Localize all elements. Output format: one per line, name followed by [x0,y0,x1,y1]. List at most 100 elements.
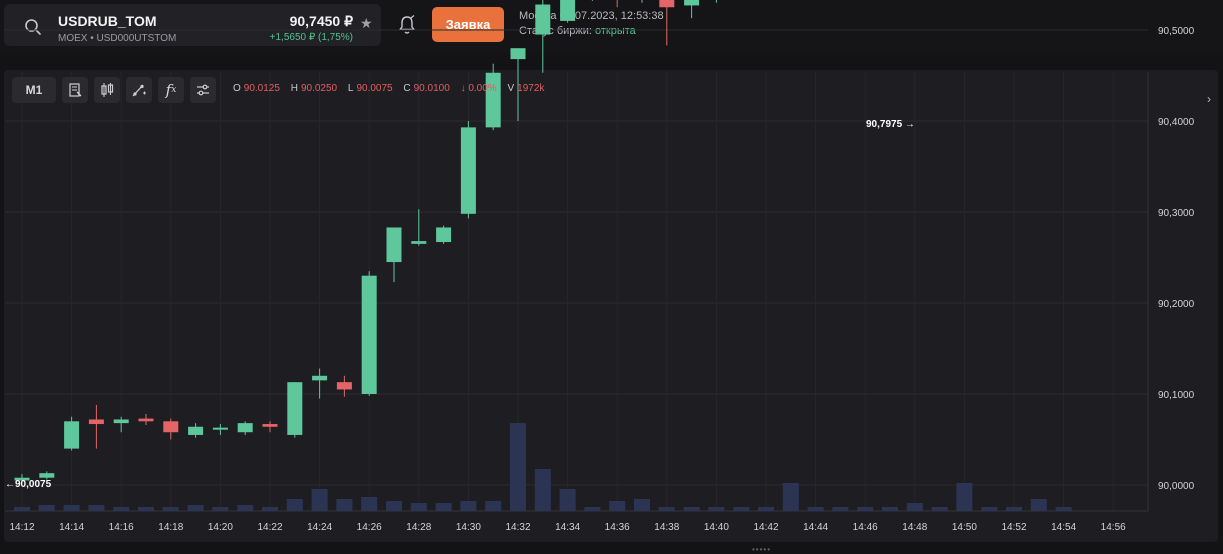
time-axis-label: 14:34 [555,522,580,533]
volume-bar [386,501,402,511]
candle-body [386,227,402,263]
instrument-change: +1,5650 ₽ (1,75%) [269,32,353,43]
volume-bar [758,507,774,511]
time-axis-label: 14:22 [257,522,282,533]
volume-bar [38,505,55,511]
volume-bar [708,507,725,511]
volume-bar [262,507,278,511]
drawing-icon[interactable] [126,77,152,103]
ohlc-change: ↓ 0.00% [460,83,497,94]
candle-body [138,418,154,422]
volume-bar [559,489,576,511]
volume-bar [212,507,229,511]
volume-bar [534,469,551,511]
volume-bar [683,507,700,511]
volume-bar [906,503,923,511]
time-axis-label: 14:42 [753,522,778,533]
volume-bar [286,499,303,511]
ohlc-low: 90.0075 [356,83,393,94]
volume-bar [311,489,328,511]
resize-handle[interactable]: ••••• [752,545,772,554]
volume-bar [807,507,824,511]
candle-body [411,241,427,244]
price-axis-label: 90,1000 [1158,390,1195,401]
interval-button[interactable]: M1 [12,77,56,103]
time-axis-label: 14:46 [853,522,878,533]
volume-bar [882,507,898,511]
ohlc-low-label: L [347,83,354,94]
candle-body [659,0,675,8]
high-marker-label: 90,7975 → [866,119,915,130]
market-time: Москва 05.07.2023, 12:53:38 [519,10,664,22]
volume-bar [1055,507,1072,511]
volume-bar [336,499,353,511]
volume-bar [435,503,452,511]
candle-body [460,127,476,214]
ohlc-high: 90.0250 [300,83,338,94]
time-axis-label: 14:56 [1101,522,1126,533]
volume-bar [485,501,502,511]
volume-bar [1006,507,1022,511]
candle-body [113,419,129,424]
candle-body [39,473,55,478]
time-axis-label: 14:44 [803,522,828,533]
ohlc-volume: 1972k [517,83,545,94]
volume-bar [658,507,675,511]
order-button[interactable]: Заявка [432,7,504,42]
time-axis-label: 14:26 [357,522,382,533]
volume-bar [1030,499,1047,511]
candle-body [262,424,278,427]
ohlc-open: 90.0125 [243,83,280,94]
price-axis-label: 90,2000 [1158,299,1195,310]
volume-bar [733,507,750,511]
time-axis-label: 14:40 [704,522,729,533]
candles-icon[interactable] [94,77,120,103]
volume-bar [138,507,154,511]
time-axis-label: 14:12 [9,522,34,533]
notes-icon[interactable] [62,77,88,103]
volume-bar [88,505,105,511]
instrument-exchange-code: MOEX • USD000UTSTOM [58,33,177,44]
price-axis-label: 90,5000 [1158,26,1195,37]
candle-body [560,0,576,21]
candle-body [163,421,179,433]
time-axis-label: 14:18 [158,522,183,533]
candle-body [287,382,303,435]
time-axis-label: 14:30 [456,522,481,533]
volume-bar [931,507,948,511]
star-icon[interactable]: ★ [360,15,373,31]
ohlc-close: 90.0100 [413,83,450,94]
candle-body [212,427,228,430]
time-axis-label: 14:20 [208,522,233,533]
candle-body [88,419,104,425]
volume-bar [956,483,973,511]
time-axis-label: 14:24 [307,522,332,533]
price-axis-label: 90,3000 [1158,208,1195,219]
candle-body [336,382,352,390]
volume-bar [609,501,626,511]
time-axis-label: 14:38 [654,522,679,533]
settings-icon[interactable] [190,77,216,103]
candle-body [312,375,328,381]
ohlc-volume-label: V [507,83,515,94]
volume-bar [782,483,799,511]
volume-bar [14,507,30,511]
instrument-selector[interactable]: USDRUB_TOM MOEX • USD000UTSTOM 90,7450 ₽… [4,4,381,46]
candle-body [535,4,551,35]
instrument-symbol: USDRUB_TOM [58,13,157,29]
volume-bar [113,507,130,511]
candle-body [684,0,700,6]
chevron-right-icon[interactable]: › [1207,92,1211,106]
volume-bar [981,507,998,511]
volume-bar [187,505,204,511]
time-axis-label: 14:32 [505,522,530,533]
instrument-price: 90,7450 ₽ [289,13,353,29]
volume-bar [584,507,601,511]
price-axis-label: 90,4000 [1158,117,1195,128]
volume-bar [361,497,378,511]
market-status-value: открыта [595,25,636,37]
time-axis-label: 14:54 [1051,522,1076,533]
ohlc-high-label: H [290,83,298,94]
